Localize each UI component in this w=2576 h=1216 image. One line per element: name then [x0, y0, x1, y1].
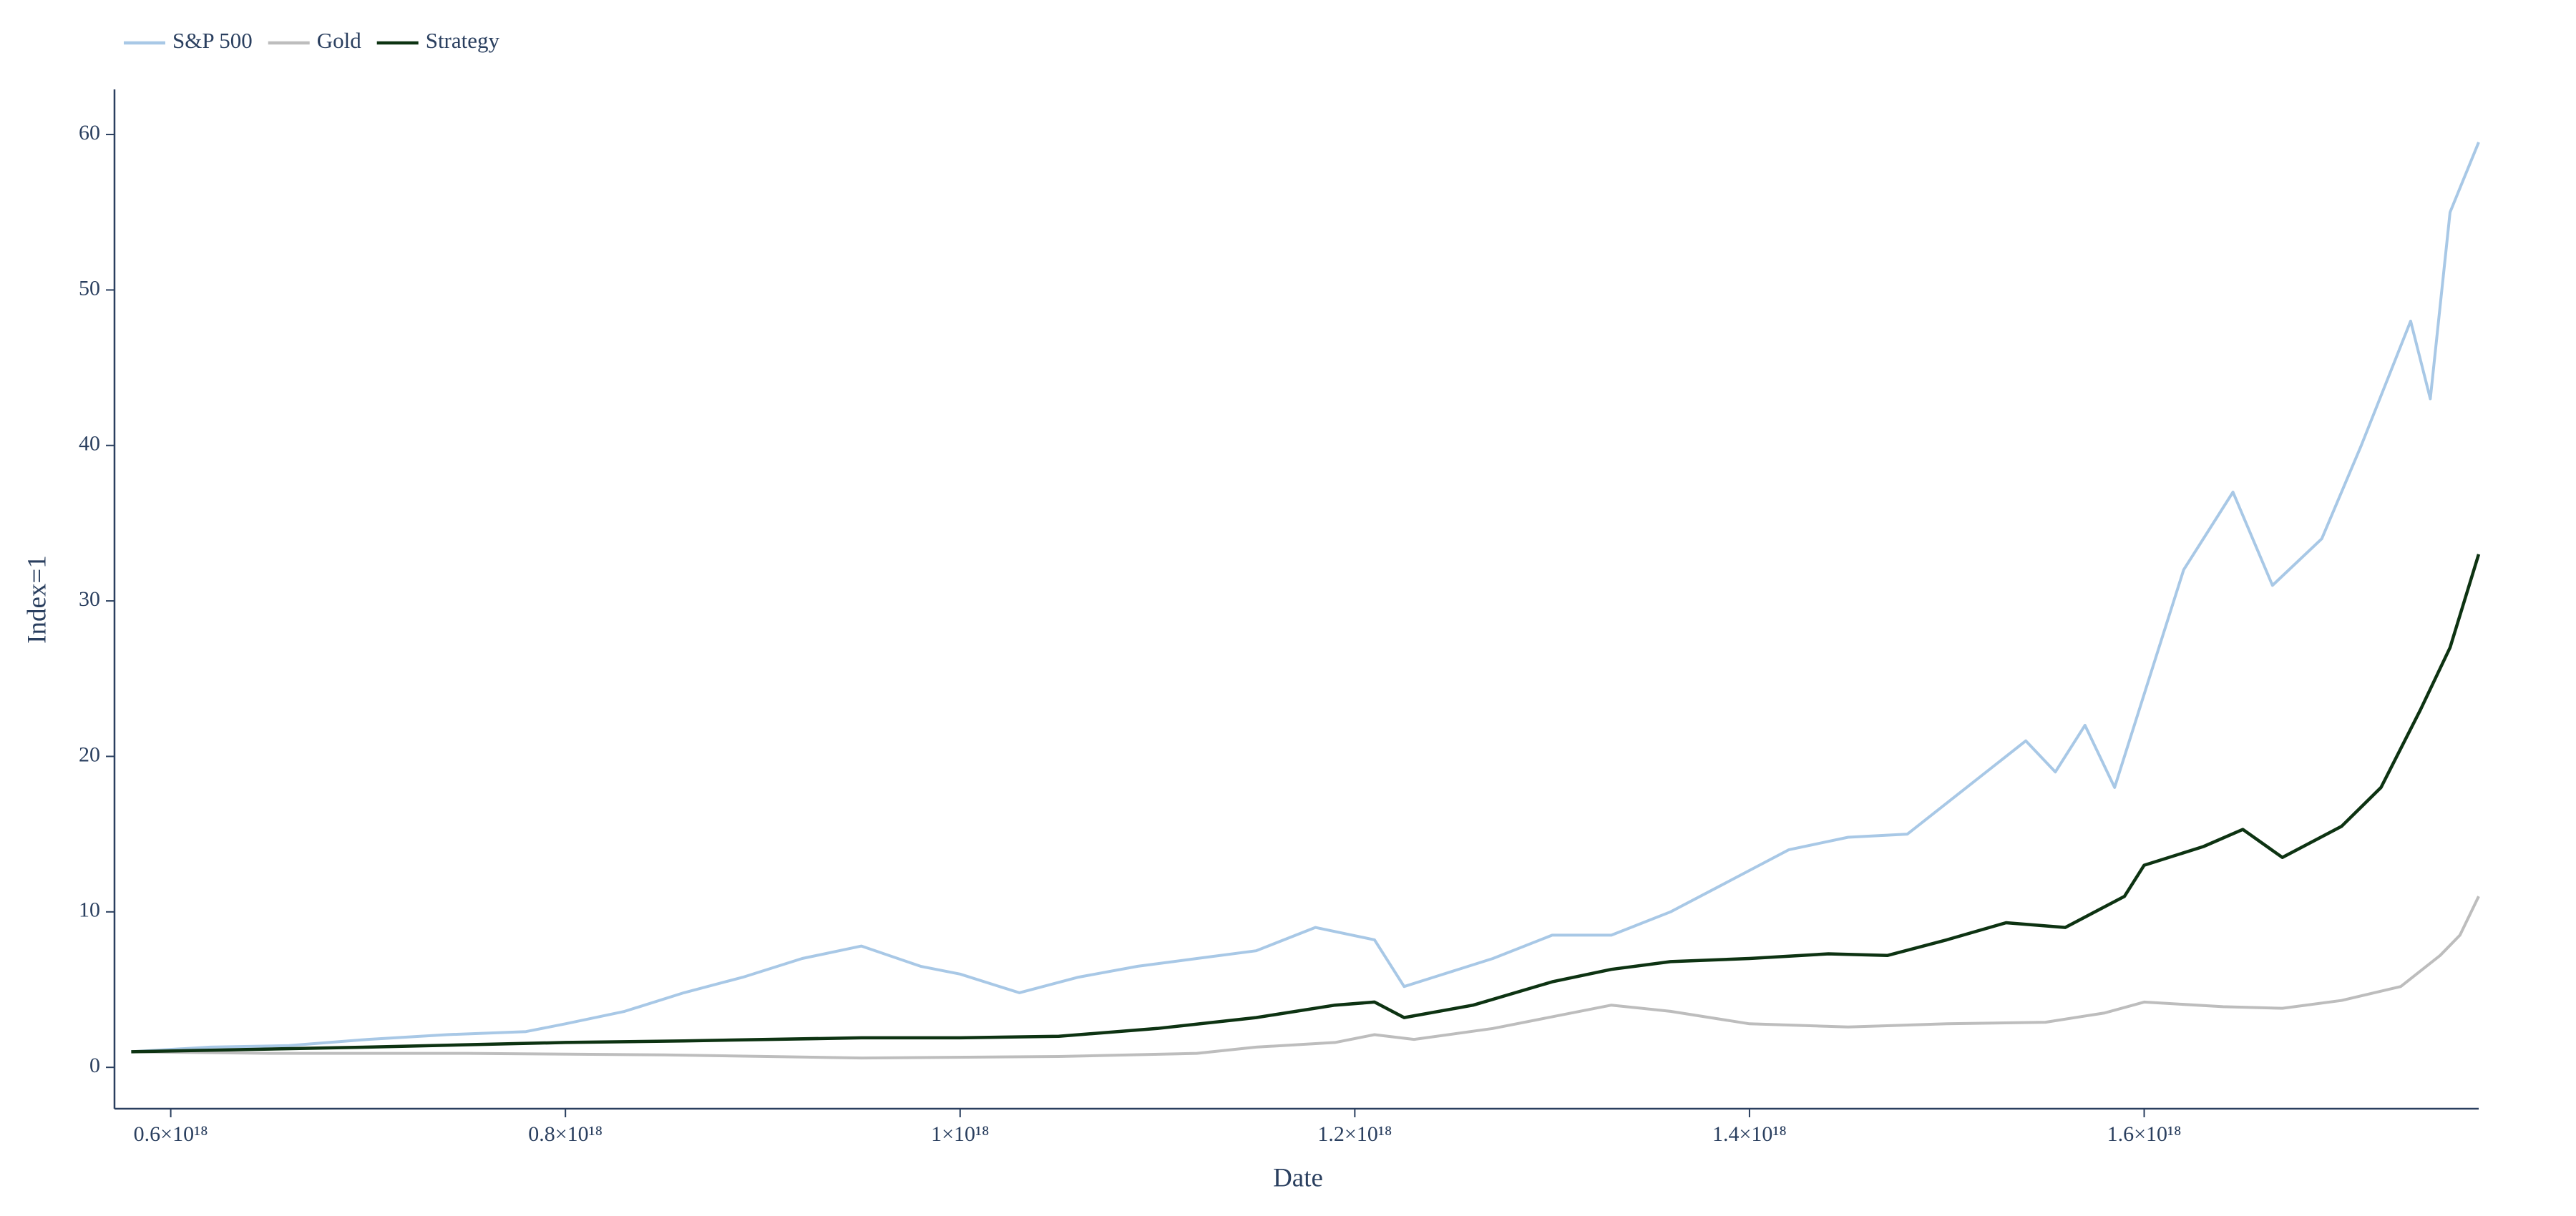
y-tick-label: 20 [79, 742, 100, 766]
series-line [131, 896, 2480, 1060]
y-tick-label: 30 [79, 587, 100, 611]
legend-label: Gold [317, 28, 362, 53]
y-tick-label: 10 [79, 898, 100, 922]
legend-label: Strategy [426, 28, 500, 53]
x-tick-label: 0.8×10¹⁸ [528, 1122, 602, 1146]
x-tick-label: 1.4×10¹⁸ [1712, 1122, 1787, 1146]
y-tick-label: 50 [79, 276, 100, 300]
x-tick-label: 1.6×10¹⁸ [2107, 1122, 2182, 1146]
x-tick-label: 1.2×10¹⁸ [1317, 1122, 1392, 1146]
y-tick-label: 60 [79, 121, 100, 144]
x-axis-title: Date [1273, 1163, 1323, 1192]
y-tick-label: 40 [79, 432, 100, 456]
y-tick-label: 0 [89, 1054, 100, 1077]
legend-label: S&P 500 [172, 28, 253, 53]
x-tick-label: 1×10¹⁸ [931, 1122, 989, 1146]
x-tick-label: 0.6×10¹⁸ [134, 1122, 208, 1146]
series-line [131, 142, 2480, 1054]
series-line [131, 554, 2481, 1054]
y-axis-title: Index=1 [22, 555, 52, 644]
